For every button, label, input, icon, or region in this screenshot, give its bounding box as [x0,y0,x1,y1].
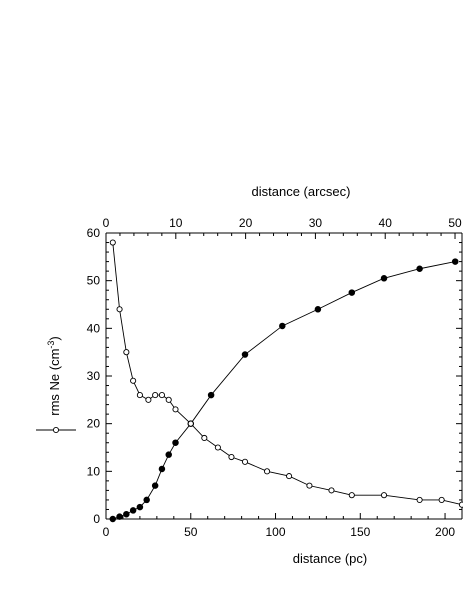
x2-tick-label: 10 [169,216,183,230]
data-point [348,289,356,296]
series-layer [109,239,463,523]
data-point [151,482,159,489]
y-tick-label: 40 [87,321,101,335]
data-point [241,351,249,358]
x-tick-label: 100 [266,525,286,539]
y-tick-label: 60 [87,226,101,240]
series-0 [109,258,459,523]
data-point [306,482,313,489]
x2-axis-title: distance (arcsec) [252,184,351,199]
data-point [207,391,215,399]
legend [36,426,76,434]
data-point [241,458,249,465]
data-point [172,406,179,413]
y-axis-title: rms Ne (cm-3) [46,336,62,416]
data-point [416,265,423,273]
y-tick-label: 30 [87,369,101,383]
data-point [116,306,123,313]
series-0-line [112,261,456,520]
data-point [451,258,459,265]
data-point [143,496,150,504]
data-point [165,451,172,458]
x2-tick-label: 20 [239,216,253,230]
data-point [130,377,137,384]
data-point [158,392,165,399]
y-axis-title-close: ) [47,336,62,340]
data-point [145,396,152,403]
data-point [187,420,194,427]
data-point [123,510,130,518]
data-point [116,513,123,520]
data-point [136,503,144,511]
y-tick-label: 20 [87,417,101,431]
data-point [348,492,355,499]
x2-tick-label: 50 [448,216,462,230]
legend-marker [52,426,60,434]
y-axis-title-exponent: -3 [46,341,56,349]
data-point [165,396,172,403]
series-1-line [112,242,463,506]
data-point [416,496,423,503]
data-point [458,501,463,508]
x-tick-label: 150 [350,525,370,539]
x2-tick-label: 30 [309,216,323,230]
data-point [201,434,208,442]
data-point [279,322,286,330]
series-1 [109,239,463,508]
data-point [123,349,130,356]
data-point [380,492,388,499]
y-tick-label: 50 [87,274,101,288]
data-point [129,507,137,514]
data-point [380,275,388,282]
data-point [109,515,117,523]
data-point [263,468,271,475]
x-tick-label: 0 [103,525,110,539]
x-tick-label: 200 [435,525,455,539]
y-axis-title-main: rms Ne (cm [47,349,62,416]
data-point [314,306,322,313]
data-point [228,453,235,461]
data-point [214,444,221,451]
data-point [172,439,179,446]
x2-tick-label: 0 [103,216,110,230]
data-point [438,496,445,503]
y-tick-label: 10 [87,464,101,478]
data-point [286,473,293,480]
data-point [136,392,143,399]
axes: 0 50 100 150 200 0 10 20 30 40 50 0 10 20 30 40 50 60 [87,216,463,539]
data-point [152,392,159,399]
x-axis-title: distance (pc) [293,551,367,566]
data-point [158,465,166,473]
data-point [328,487,335,494]
data-point [109,239,116,246]
x2-tick-label: 40 [379,216,393,230]
y-tick-label: 0 [93,512,100,526]
x-tick-label: 50 [184,525,198,539]
